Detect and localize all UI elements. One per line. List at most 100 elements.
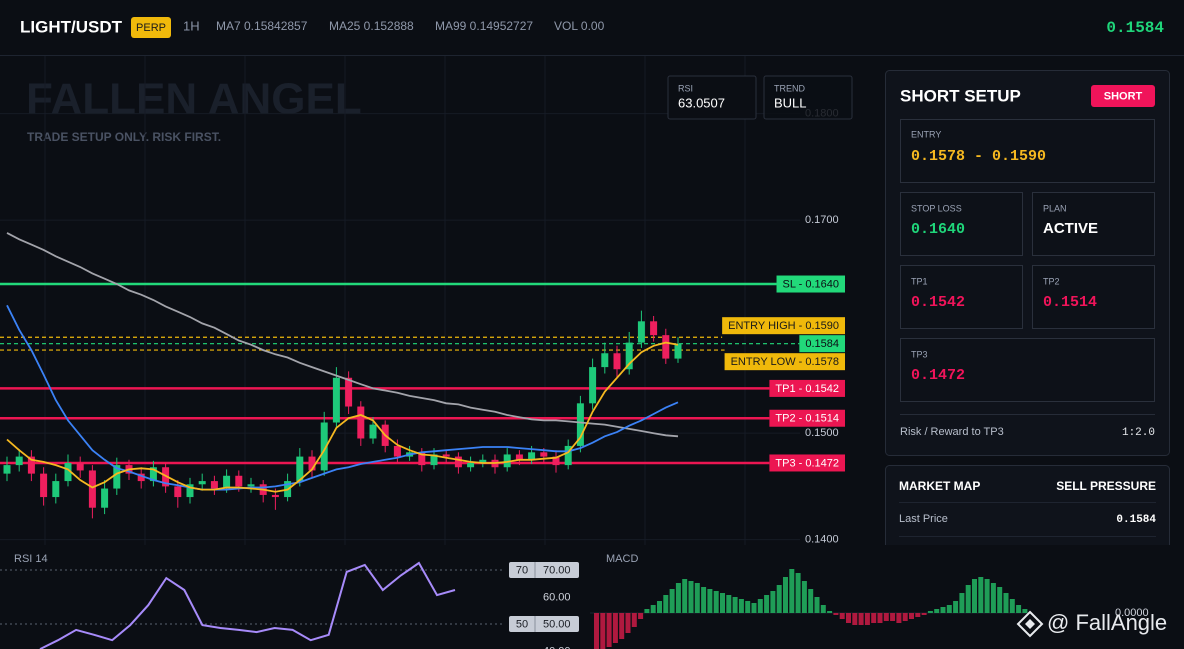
candle-body	[162, 467, 170, 487]
level-label: 0.1584	[805, 338, 839, 350]
macd-bar	[726, 595, 732, 613]
macd-bar	[934, 609, 940, 613]
macd-bar	[858, 613, 864, 625]
macd-bar	[820, 605, 826, 613]
indicator: MA7 0.15842857	[216, 19, 308, 33]
y-tick-label: 70.00	[543, 564, 571, 576]
candle-body	[101, 488, 109, 508]
level-label-box	[776, 275, 845, 293]
cell-label: ENTRY	[911, 129, 941, 139]
y-tick-label: 0.1400	[805, 534, 839, 546]
short-badge	[1091, 85, 1155, 107]
level-label: ENTRY HIGH - 0.1590	[728, 320, 839, 332]
candle-body	[552, 456, 560, 466]
macd-bar	[808, 589, 814, 613]
macd-bar	[864, 613, 870, 625]
macd-bar	[1016, 605, 1022, 613]
macd-bar	[713, 591, 719, 613]
market-map-status: SELL PRESSURE	[1056, 479, 1156, 493]
candle-body	[625, 342, 633, 370]
cell-value: 0.1578 - 0.1590	[911, 148, 1046, 165]
candle-body	[637, 321, 645, 343]
trend-label: TREND	[774, 83, 805, 93]
macd-bar	[675, 583, 681, 613]
candle-body	[393, 445, 401, 457]
y-tick-label: 0.0000	[1115, 607, 1149, 619]
candle-body	[564, 445, 572, 466]
cell-value: 0.1472	[911, 367, 965, 384]
rsi-value: 63.0507	[678, 95, 725, 110]
macd-bar	[738, 599, 744, 613]
candle-body	[88, 470, 96, 508]
entry-box	[900, 119, 1155, 183]
macd-bar	[883, 613, 889, 621]
cell-value: ACTIVE	[1043, 220, 1098, 237]
macd-bar	[644, 609, 650, 613]
candle-body	[235, 475, 243, 487]
level-label: 50	[516, 618, 528, 630]
macd-bar	[833, 613, 839, 615]
macd-bar	[871, 613, 877, 623]
macd-bar	[688, 581, 694, 613]
trend-box	[763, 75, 853, 120]
macd-bar	[921, 613, 927, 615]
macd-bar	[927, 611, 933, 613]
candle-body	[15, 456, 23, 466]
candle-body	[198, 481, 206, 485]
row-value: 0.1584	[1116, 514, 1156, 526]
watermark-subtitle: TRADE SETUP ONLY. RISK FIRST.	[27, 130, 221, 144]
macd-bar	[732, 597, 738, 613]
macd-bar	[839, 613, 845, 619]
macd-bar	[909, 613, 914, 619]
moving-averages	[6, 232, 679, 493]
cell-value: 0.1514	[1043, 294, 1097, 311]
market-map-title: MARKET MAP	[899, 479, 980, 493]
rr-label: Risk / Reward to TP3	[900, 426, 1004, 438]
interval: 1H	[183, 18, 200, 33]
level-badge	[509, 616, 579, 632]
macd-bar	[852, 613, 858, 625]
level-label-box	[769, 379, 845, 397]
tp1-box	[900, 265, 1023, 329]
watermark-title: FALLEN ANGEL	[26, 75, 362, 124]
macd-bar	[972, 579, 977, 613]
macd-bar	[814, 597, 820, 613]
macd-bar	[663, 595, 669, 613]
macd-bar	[946, 605, 952, 613]
macd-bar	[757, 599, 763, 613]
perp-badge	[131, 17, 171, 38]
candle-body	[332, 377, 340, 423]
macd-bar	[1003, 593, 1009, 613]
candle-body	[345, 377, 353, 407]
candle-body	[247, 484, 255, 487]
candle-body	[210, 481, 218, 489]
macd-bar	[650, 605, 656, 613]
level-label: 70	[516, 564, 528, 576]
level-label-box	[769, 454, 845, 472]
macd-bar	[770, 591, 776, 613]
plan-box	[1032, 192, 1155, 256]
level-label-box	[722, 317, 845, 335]
macd-bar	[638, 613, 644, 619]
macd-bar	[959, 593, 965, 613]
macd-bar	[915, 613, 921, 617]
candle-body	[76, 462, 84, 471]
moving-average	[6, 232, 679, 438]
cell-label: TP2	[1043, 276, 1060, 286]
perp-badge-text: PERP	[136, 22, 166, 34]
pane-title: MACD	[606, 553, 638, 565]
candle-body	[479, 459, 487, 463]
candle-body	[52, 481, 60, 498]
macd-bar	[827, 611, 833, 613]
candle-body	[320, 422, 328, 471]
candle-body	[662, 335, 670, 359]
rr-value: 1:2.0	[1122, 427, 1155, 439]
macd-bar	[720, 593, 725, 613]
rsi-pane: RSI 14 70 50 40.00 50.00 60.00 70.00	[0, 553, 579, 649]
level-label: SL - 0.1640	[783, 278, 839, 290]
level-label-box	[769, 409, 845, 427]
macd-bar	[789, 569, 795, 613]
header	[0, 0, 1184, 55]
